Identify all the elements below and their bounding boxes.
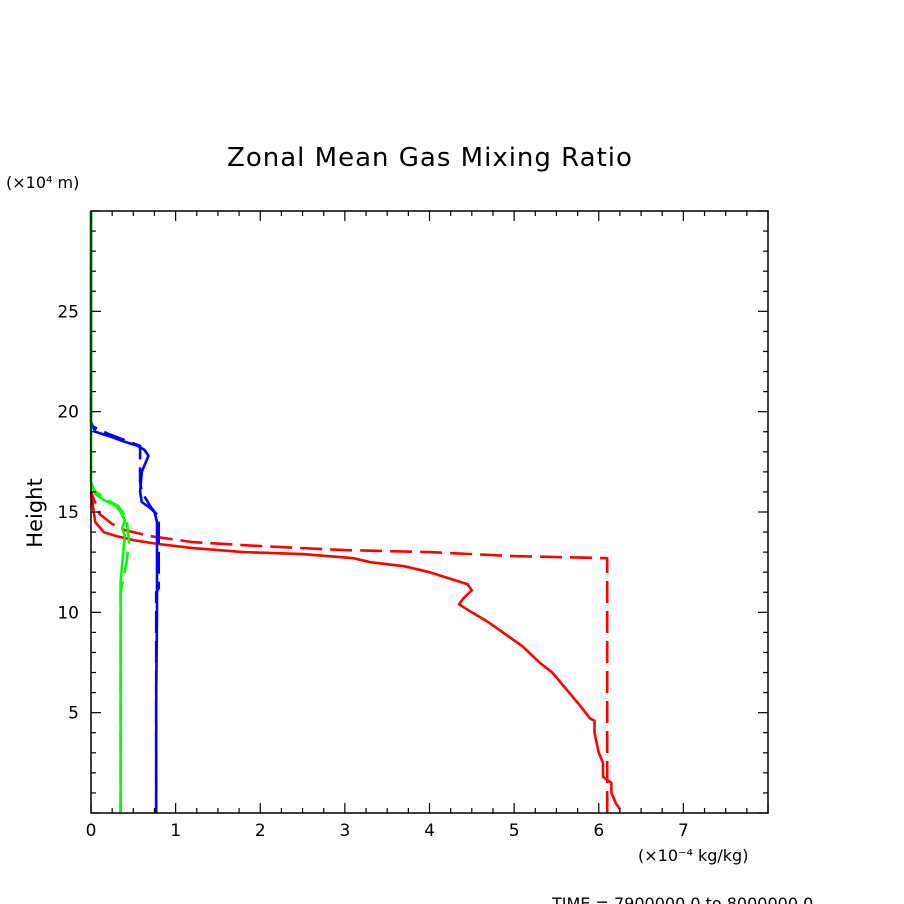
y-axis-label: Height	[23, 478, 47, 547]
x-tick-label: 6	[593, 821, 604, 841]
ticks-layer: 0 1 2 3 4 5 6 7 5 10 15 20 25	[57, 210, 769, 841]
footer-time-label: TIME = 7900000.0 to 8000000.0	[551, 894, 813, 904]
x-tick-label: 5	[509, 821, 520, 841]
y-tick-label: 10	[57, 603, 79, 623]
chart-title: Zonal Mean Gas Mixing Ratio	[227, 143, 633, 173]
y-tick-label: 5	[68, 704, 79, 724]
series-line-4	[90, 424, 160, 813]
x-tick-label: 3	[339, 821, 350, 841]
x-tick-label: 1	[170, 821, 181, 841]
series-line-1	[89, 491, 621, 810]
x-unit-label: (×10⁻⁴ kg/kg)	[638, 846, 748, 865]
series-line-3	[89, 211, 159, 813]
plot-frame	[90, 210, 769, 814]
y-tick-label: 15	[57, 503, 79, 523]
y-unit-label: (×10⁴ m)	[6, 173, 79, 192]
y-tick-label: 20	[57, 403, 79, 423]
series-line-2	[89, 491, 609, 813]
x-tick-label: 7	[678, 821, 689, 841]
x-tick-label: 2	[255, 821, 266, 841]
y-tick-label: 25	[57, 302, 79, 322]
x-tick-label: 0	[86, 821, 97, 841]
x-tick-label: 4	[424, 821, 435, 841]
series-line-6	[90, 486, 131, 813]
series-layer	[89, 211, 621, 813]
